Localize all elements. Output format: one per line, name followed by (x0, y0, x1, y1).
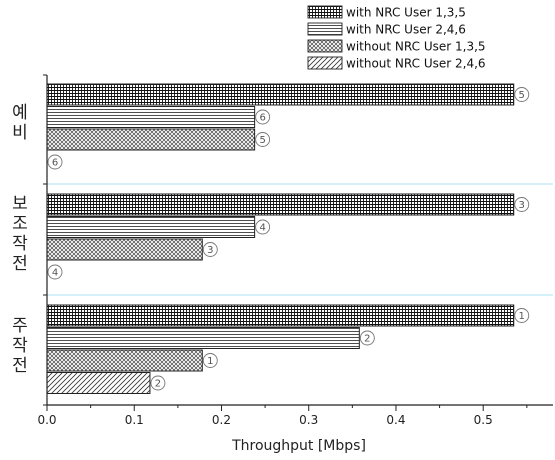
category-label: 주작전 (12, 316, 28, 376)
x-tick-label: 0.4 (386, 413, 405, 427)
x-axis-title: Throughput [Mbps] (231, 438, 366, 454)
badge-circle (255, 109, 271, 125)
legend-label: with NRC User 2,4,6 (346, 23, 466, 37)
category-char: 예 (12, 103, 28, 123)
badge-label: 2 (155, 379, 161, 390)
plot-area (47, 183, 553, 296)
category-char: 전 (12, 356, 28, 376)
x-tick-label: 0.2 (212, 413, 231, 427)
legend-swatch (307, 22, 343, 36)
legend-item: without NRC User 1,3,5 (307, 39, 486, 54)
badge-circle (359, 330, 375, 346)
legend-item: with NRC User 2,4,6 (307, 22, 466, 37)
bar-badge: 2 (359, 330, 375, 346)
bar-diagonal (46, 372, 151, 394)
bar-badge: 4 (255, 219, 271, 235)
bar-badge: 5 (255, 132, 271, 147)
badge-circle (150, 375, 166, 391)
category-char: 주 (12, 316, 28, 336)
bar-badge: 2 (150, 375, 166, 391)
badge-label: 1 (207, 356, 213, 367)
category-char: 조 (12, 214, 28, 234)
bar-value-badges: 5 3 1 6 4 2 5 3 1 6 4 2 (47, 87, 530, 391)
bar-badge: 3 (202, 242, 218, 257)
legend-label: without NRC User 1,3,5 (346, 40, 486, 54)
badge-circle (47, 264, 63, 280)
legend: with NRC User 1,3,5 with NRC User 2,4,6 wi… (307, 5, 486, 71)
badge-circle (514, 308, 530, 323)
badge-circle (202, 242, 218, 257)
x-tick-label: 0.3 (299, 413, 318, 427)
x-tick-label: 0.1 (125, 413, 144, 427)
bar-badge: 1 (202, 353, 218, 368)
badge-label: 5 (519, 90, 525, 101)
bar-badge: 6 (47, 154, 63, 170)
category-char: 작 (12, 336, 28, 356)
badge-label: 5 (259, 135, 265, 146)
legend-label: with NRC User 1,3,5 (346, 6, 466, 20)
bar-badge: 4 (47, 264, 63, 280)
badge-label: 3 (519, 200, 525, 211)
bars-group (46, 83, 515, 394)
bar-hlines (46, 327, 360, 349)
badge-circle (514, 87, 530, 102)
badge-circle (47, 154, 63, 170)
badge-label: 4 (52, 268, 58, 279)
category-char: 작 (12, 234, 28, 254)
badge-label: 1 (519, 311, 525, 322)
legend-swatch (307, 39, 343, 53)
bar-badge: 6 (255, 109, 271, 125)
bar-grid (46, 304, 515, 327)
legend-label: without NRC User 2,4,6 (346, 57, 486, 71)
badge-label: 6 (259, 113, 265, 124)
bar-badge: 3 (514, 197, 530, 212)
badge-label: 6 (52, 158, 58, 169)
bar-crosshatch (46, 238, 203, 261)
badge-label: 4 (259, 223, 265, 234)
badge-circle (202, 353, 218, 368)
bar-grid (46, 193, 515, 216)
badge-circle (514, 197, 530, 212)
legend-item: with NRC User 1,3,5 (307, 5, 466, 20)
legend-swatch (307, 56, 343, 70)
category-label: 예비 (12, 103, 28, 143)
legend-item: without NRC User 2,4,6 (307, 56, 486, 71)
x-tick-label: 0.5 (474, 413, 493, 427)
category-char: 전 (12, 254, 28, 274)
bar-hlines (46, 216, 256, 238)
bar-crosshatch (46, 349, 203, 372)
x-tick-label: 0.0 (37, 413, 56, 427)
badge-label: 3 (207, 245, 213, 256)
bar-badge: 1 (514, 308, 530, 323)
bar-grid (46, 83, 515, 106)
bar-badge: 5 (514, 87, 530, 102)
badge-circle (255, 132, 271, 147)
category-char: 보 (12, 194, 28, 214)
badge-label: 2 (364, 334, 370, 345)
legend-swatch (307, 5, 343, 19)
bar-hlines (46, 106, 256, 128)
badge-circle (255, 219, 271, 235)
bar-crosshatch (46, 128, 256, 151)
category-char: 비 (12, 123, 28, 143)
